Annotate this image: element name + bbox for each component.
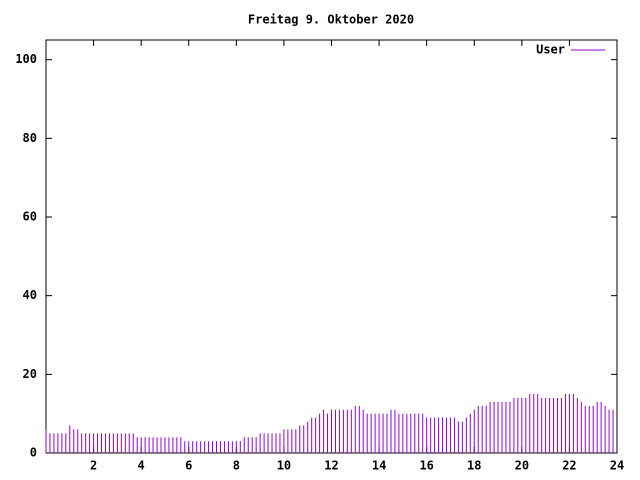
x-tick-label: 16: [419, 459, 433, 473]
legend-label: User: [536, 43, 565, 57]
x-tick-label: 18: [467, 459, 481, 473]
x-tick-label: 2: [90, 459, 97, 473]
x-tick-label: 6: [185, 459, 192, 473]
x-tick-label: 22: [562, 459, 576, 473]
x-tick-label: 8: [233, 459, 240, 473]
y-tick-label: 80: [23, 131, 37, 145]
x-tick-label: 10: [277, 459, 291, 473]
x-tick-label: 24: [610, 459, 624, 473]
x-tick-label: 14: [372, 459, 386, 473]
x-tick-label: 4: [138, 459, 145, 473]
plot-frame: [45, 39, 618, 454]
y-tick-label: 60: [23, 210, 37, 224]
y-tick-label: 20: [23, 367, 37, 381]
x-tick-label: 20: [515, 459, 529, 473]
chart-title: Freitag 9. Oktober 2020: [248, 13, 414, 27]
y-tick-label: 0: [30, 446, 37, 460]
x-tick-label: 12: [324, 459, 338, 473]
y-tick-label: 40: [23, 288, 37, 302]
y-tick-label: 100: [15, 52, 37, 66]
